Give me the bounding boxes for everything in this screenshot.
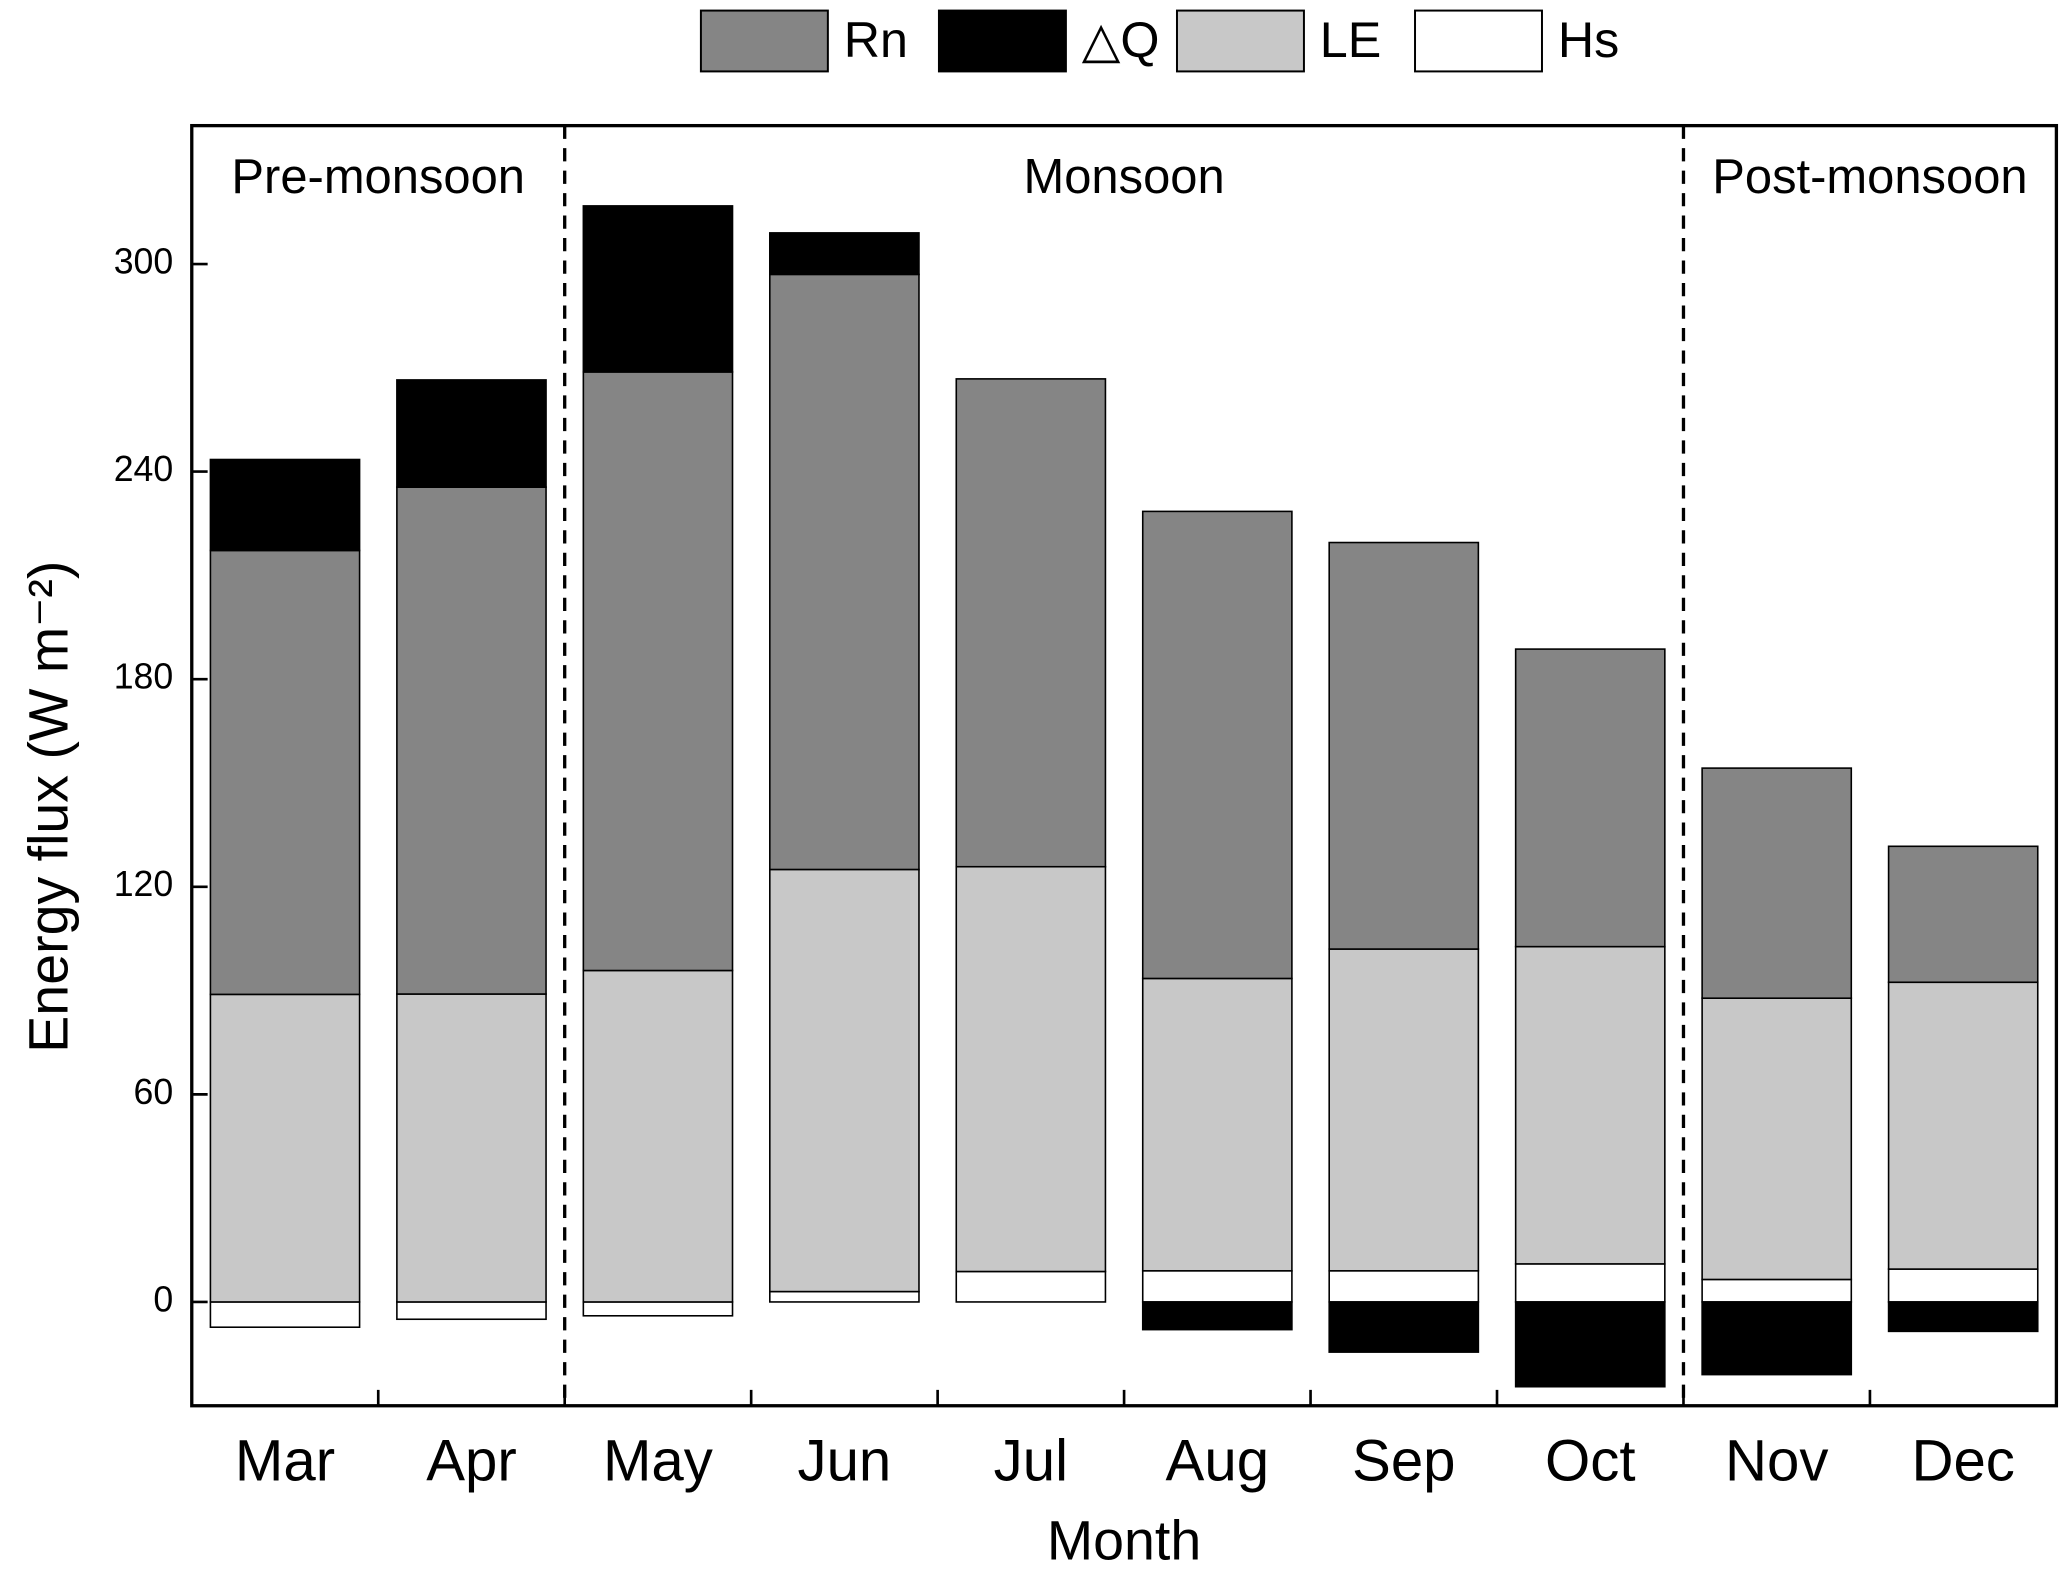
bar-segment (1328, 1301, 1480, 1353)
legend-swatch (1414, 9, 1543, 73)
bar-segment (396, 1301, 547, 1321)
y-tick-label: 300 (114, 241, 174, 281)
y-tick-label: 240 (114, 449, 174, 489)
x-tick-label: Sep (1352, 1429, 1456, 1494)
x-tick-label: Apr (426, 1429, 517, 1494)
bar-segment (1514, 945, 1666, 1265)
bar-segment (209, 993, 361, 1303)
x-tick-label: Jul (994, 1429, 1068, 1494)
legend-swatch (937, 9, 1067, 73)
legend-label: Hs (1558, 12, 1619, 68)
bar-segment (582, 969, 734, 1303)
bar-segment (1514, 1263, 1666, 1303)
bar-segment (955, 378, 1107, 868)
legend-swatch (1175, 9, 1305, 73)
bar-segment (1701, 767, 1853, 999)
y-tick-label: 180 (114, 657, 174, 697)
bar-segment (769, 273, 920, 871)
bar-segment (582, 1301, 734, 1317)
legend-swatch (699, 9, 829, 73)
plot-frame (190, 123, 2059, 1408)
x-tick-label: Oct (1545, 1429, 1636, 1494)
y-tick-label: 0 (153, 1279, 173, 1319)
bar-segment (1887, 845, 2039, 984)
legend-label: △Q (1082, 12, 1160, 68)
x-tick-label: May (603, 1429, 713, 1494)
bar-segment (1701, 1301, 1853, 1376)
legend-label: LE (1320, 12, 1381, 68)
bar-segment (1701, 997, 1853, 1281)
bar-segment (1328, 1270, 1480, 1303)
y-axis-title: Energy flux (W m⁻²) (18, 561, 80, 1053)
region-label: Pre-monsoon (231, 150, 525, 204)
bar-segment (1328, 541, 1480, 950)
bar-segment (1701, 1278, 1853, 1303)
bar-segment (396, 486, 547, 995)
x-tick-label: Mar (235, 1429, 335, 1494)
x-tick-label: Aug (1166, 1429, 1270, 1494)
y-tick-label: 60 (134, 1072, 174, 1112)
bar-segment (209, 549, 361, 996)
x-tick-label: Nov (1725, 1429, 1828, 1494)
bar-segment (1328, 948, 1480, 1272)
bar-segment (582, 371, 734, 972)
bar-segment (209, 1301, 361, 1329)
x-tick-label: Jun (797, 1429, 891, 1494)
x-tick-label: Dec (1911, 1429, 2014, 1494)
bar-segment (1514, 1301, 1666, 1388)
bar-segment (769, 868, 920, 1293)
bar-segment (955, 1270, 1107, 1303)
bar-segment (1887, 1301, 2039, 1333)
bar-segment (209, 458, 361, 552)
bar-segment (396, 993, 547, 1303)
region-label: Monsoon (1023, 150, 1224, 204)
region-label: Post-monsoon (1712, 150, 2027, 204)
bar-segment (955, 865, 1107, 1273)
bar-segment (1887, 1268, 2039, 1303)
bar-segment (769, 232, 920, 276)
bar-segment (1141, 510, 1293, 980)
legend-label: Rn (844, 12, 908, 68)
bar-segment (1141, 977, 1293, 1272)
bar-segment (1141, 1301, 1293, 1331)
bar-segment (1514, 648, 1666, 948)
y-tick-label: 120 (114, 864, 174, 904)
bar-segment (396, 379, 547, 488)
x-axis-title: Month (1047, 1509, 1201, 1571)
bar-segment (1887, 981, 2039, 1270)
bar-segment (582, 205, 734, 373)
bar-segment (769, 1290, 920, 1303)
bar-segment (1141, 1270, 1293, 1303)
